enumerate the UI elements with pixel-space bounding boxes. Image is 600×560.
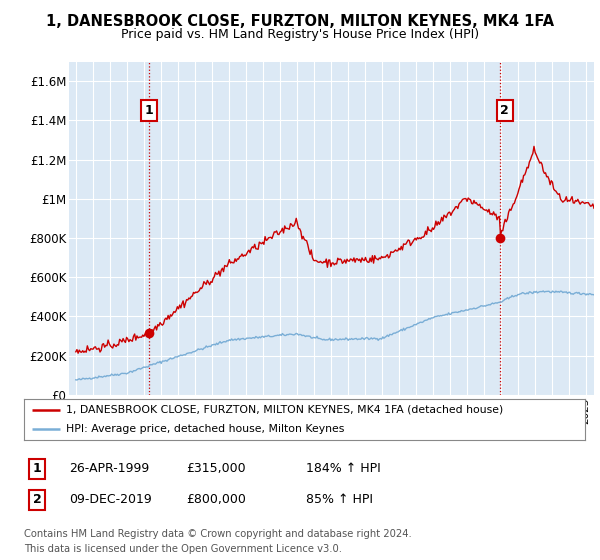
Text: 1, DANESBROOK CLOSE, FURZTON, MILTON KEYNES, MK4 1FA: 1, DANESBROOK CLOSE, FURZTON, MILTON KEY… bbox=[46, 14, 554, 29]
Text: 1: 1 bbox=[33, 462, 41, 475]
Text: 2: 2 bbox=[33, 493, 41, 506]
Text: 85% ↑ HPI: 85% ↑ HPI bbox=[306, 493, 373, 506]
Text: £315,000: £315,000 bbox=[186, 462, 245, 475]
Text: £800,000: £800,000 bbox=[186, 493, 246, 506]
Text: Contains HM Land Registry data © Crown copyright and database right 2024.
This d: Contains HM Land Registry data © Crown c… bbox=[24, 529, 412, 554]
Text: HPI: Average price, detached house, Milton Keynes: HPI: Average price, detached house, Milt… bbox=[66, 424, 344, 434]
Text: 09-DEC-2019: 09-DEC-2019 bbox=[69, 493, 152, 506]
Text: 184% ↑ HPI: 184% ↑ HPI bbox=[306, 462, 381, 475]
Text: 2: 2 bbox=[500, 104, 509, 117]
Text: Price paid vs. HM Land Registry's House Price Index (HPI): Price paid vs. HM Land Registry's House … bbox=[121, 28, 479, 41]
Text: 26-APR-1999: 26-APR-1999 bbox=[69, 462, 149, 475]
Text: 1, DANESBROOK CLOSE, FURZTON, MILTON KEYNES, MK4 1FA (detached house): 1, DANESBROOK CLOSE, FURZTON, MILTON KEY… bbox=[66, 405, 503, 415]
Text: 1: 1 bbox=[145, 104, 154, 117]
